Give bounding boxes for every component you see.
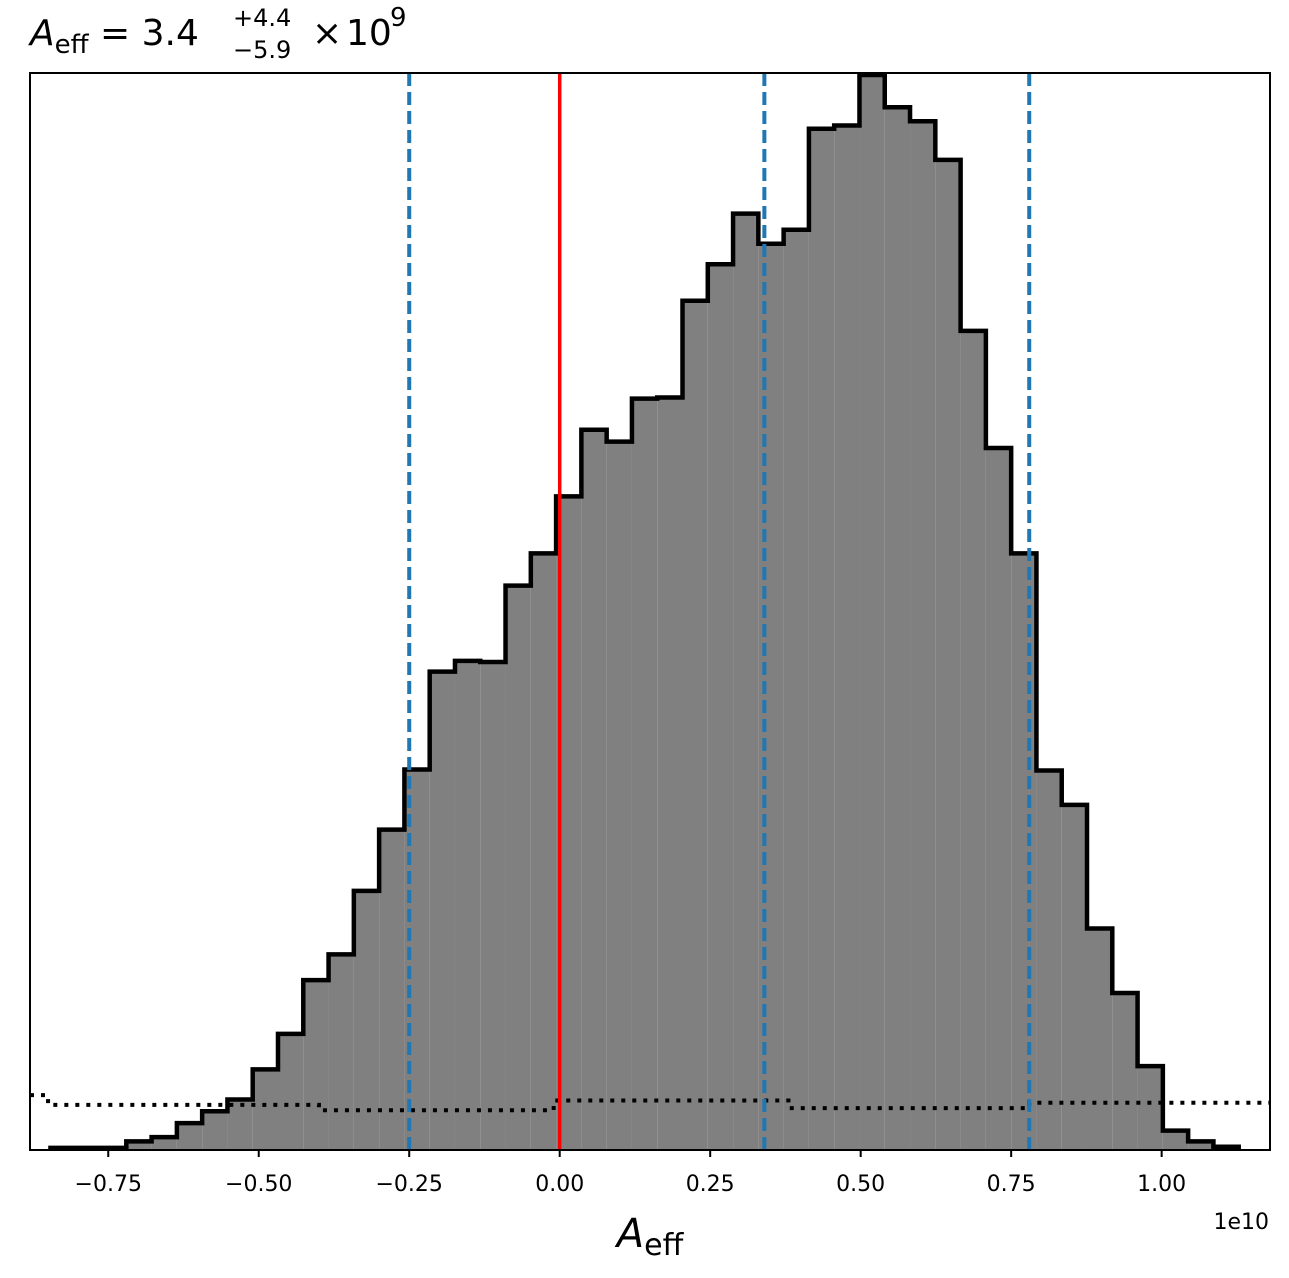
title-exponent: 9 [390, 3, 407, 33]
histogram-bar [808, 128, 835, 1150]
histogram-bar [859, 75, 885, 1150]
histogram-bar [1036, 770, 1062, 1150]
plot-frame [29, 72, 1271, 1151]
histogram-bar [176, 1123, 203, 1150]
histogram-bar [278, 1033, 304, 1150]
histogram-bars [48, 72, 1241, 1151]
x-axis-label-sub: eff [644, 1228, 684, 1263]
histogram-bar [353, 890, 380, 1150]
histogram-bar [1061, 804, 1088, 1150]
title-upper-error: +4.4 [233, 4, 291, 32]
histogram-bar [202, 1111, 228, 1150]
histogram-bar [581, 429, 607, 1150]
histogram-bar [379, 829, 405, 1150]
histogram-bar [707, 264, 734, 1150]
histogram-bar [1137, 1066, 1163, 1150]
title-symbol: A [28, 13, 55, 54]
reference-lines [407, 73, 1032, 1150]
title-lower-error: −5.9 [233, 36, 291, 64]
histogram-bar [1188, 1141, 1214, 1150]
histogram-bar [454, 660, 481, 1150]
histogram-bar [884, 107, 911, 1150]
title-times: × [312, 13, 342, 54]
x-tick-label: 0.00 [535, 1172, 584, 1197]
histogram-bar [429, 671, 455, 1150]
title-median: 3.4 [142, 13, 199, 54]
x-tick-label: 1.00 [1137, 1172, 1186, 1197]
histogram-bar [606, 441, 632, 1150]
histogram-bar [1162, 1130, 1189, 1150]
histogram-bar [910, 121, 936, 1151]
histogram-bar [505, 585, 531, 1150]
histogram-bar [303, 980, 329, 1150]
x-axis-label: Aeff [614, 1211, 685, 1263]
title-base: 10 [346, 13, 392, 54]
histogram-bar [1087, 928, 1113, 1150]
histogram-bar [227, 1099, 253, 1150]
histogram-bar [1011, 553, 1037, 1150]
histogram-bar [657, 397, 683, 1150]
x-tick-label: 0.75 [987, 1172, 1036, 1197]
chart-title: Aeff = 3.4 [28, 13, 199, 60]
histogram-bar [631, 398, 658, 1150]
histogram-bar [252, 1069, 278, 1150]
histogram-bar [530, 553, 557, 1150]
histogram-bar [758, 243, 784, 1150]
x-tick-label: 0.50 [836, 1172, 885, 1197]
x-axis-offset: 1e10 [1213, 1210, 1269, 1235]
histogram-bar [480, 661, 506, 1150]
histogram-outline [48, 72, 1241, 1151]
title-equals: = [100, 13, 130, 54]
histogram-bar [834, 125, 860, 1150]
x-tick-label: −0.50 [225, 1172, 292, 1197]
title-symbol-sub: eff [55, 30, 90, 60]
histogram-bar [733, 213, 759, 1151]
x-tick-label: 0.25 [686, 1172, 735, 1197]
histogram-bar [126, 1141, 152, 1150]
histogram-bar [960, 330, 986, 1151]
x-tick-label: −0.75 [75, 1172, 142, 1197]
histogram-bar [1112, 993, 1138, 1150]
x-axis-ticks: −0.75 −0.50 −0.25 0.00 0.25 0.50 0.75 1.00 [75, 1150, 1186, 1197]
histogram-bar [682, 300, 708, 1150]
x-axis-label-symbol: A [614, 1211, 644, 1257]
x-tick-label: −0.25 [376, 1172, 443, 1197]
histogram-bar [985, 448, 1012, 1150]
histogram-bar [783, 229, 809, 1151]
histogram-bar [328, 954, 354, 1150]
histogram-bar [935, 159, 961, 1151]
histogram-bar [151, 1137, 177, 1150]
